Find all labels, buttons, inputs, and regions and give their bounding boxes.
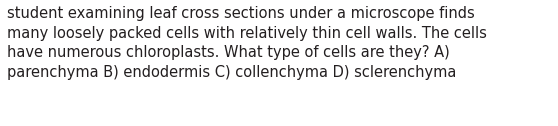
Text: student examining leaf cross sections under a microscope finds
many loosely pack: student examining leaf cross sections un… [7, 6, 487, 80]
